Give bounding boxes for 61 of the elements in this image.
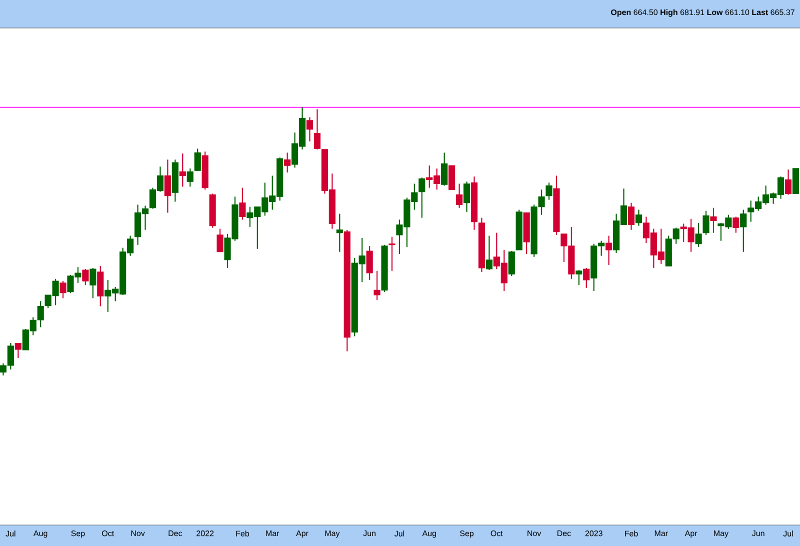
candlestick [635,209,642,226]
candlestick [695,222,702,248]
x-tick-label: Nov [131,530,145,536]
x-tick-label: Feb [236,530,250,536]
x-tick-label: Feb [625,530,638,536]
candlestick [583,267,590,289]
x-tick-label: Jul [783,530,793,536]
x-tick-label: May [325,530,340,538]
candlestick [456,183,463,208]
x-tick-label: 2022 [196,530,214,536]
candlestick [179,152,186,188]
candlestick [784,168,792,196]
candlestick [60,280,66,299]
x-tick-label: Dec [168,530,182,536]
candlestick [486,235,492,271]
candlestick [628,202,635,230]
candlestick [702,210,710,236]
candlestick [710,207,717,234]
candlestick [164,159,171,214]
candlestick [576,270,582,286]
x-tick-label: Dec [558,530,571,536]
candlestick [366,245,373,281]
x-tick-label: Aug [33,530,48,538]
candlestick [194,148,201,172]
x-tick-label: Jun [752,530,764,536]
x-tick-label: 2023 [585,530,602,536]
x-tick-label: Sep [71,530,85,538]
candlestick [463,181,470,212]
x-tick-label: Apr [684,530,698,538]
x-tick-label: May [714,530,729,538]
x-tick-label: Sep [460,530,474,538]
x-tick-label: Jul [6,530,16,536]
x-tick-label: Mar [266,530,280,536]
x-tick-label: Jun [363,530,376,536]
x-tick-label: Oct [102,530,114,536]
candlestick [216,228,224,252]
x-tick-label: Mar [654,530,668,536]
candlestick [740,209,747,252]
candlestick [606,235,612,266]
candlestick [374,270,380,301]
candlestick [239,187,246,220]
candlestick [90,267,96,299]
candlestick [186,168,194,188]
candlestick [14,342,22,359]
candlestick [306,116,314,142]
x-tick-label: Oct [490,530,503,536]
x-tick-label: Jul [394,530,404,536]
x-tick-label: Apr [296,530,308,538]
candlestick [82,268,89,286]
x-tick-label: Nov [528,530,542,536]
candlestick [441,152,448,186]
x-tick-label: Aug [422,530,436,538]
candlestick [418,177,426,218]
candlestick [732,216,740,234]
candlestick [546,182,552,200]
candlestick [336,213,343,252]
candlestick [314,108,321,150]
candlestick [284,152,291,174]
candlestick [508,250,515,277]
text: Open 664.50 High 681.91 Low 661.10 Last 665.37 [611,9,794,17]
candlestick [388,236,396,272]
